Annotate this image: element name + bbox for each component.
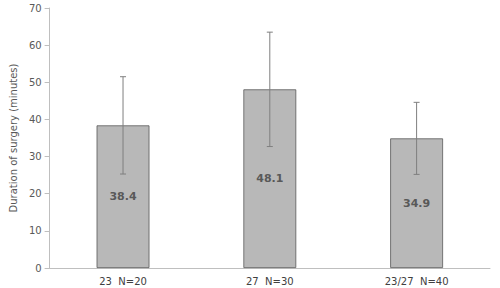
- svg-text:50: 50: [29, 77, 42, 88]
- svg-text:Duration of surgery (minutes): Duration of surgery (minutes): [8, 63, 19, 212]
- svg-text:34.9: 34.9: [403, 197, 430, 210]
- svg-text:20: 20: [29, 188, 42, 199]
- svg-text:0: 0: [35, 263, 41, 274]
- svg-text:60: 60: [29, 40, 42, 51]
- svg-text:40: 40: [29, 114, 42, 125]
- svg-text:48.1: 48.1: [256, 172, 283, 185]
- svg-text:10: 10: [29, 225, 42, 236]
- svg-text:30: 30: [29, 151, 42, 162]
- svg-text:38.4: 38.4: [109, 190, 136, 203]
- svg-text:70: 70: [29, 3, 42, 14]
- svg-text:23/27 N=40: 23/27 N=40: [385, 276, 449, 287]
- svg-text:27 N=30: 27 N=30: [246, 276, 294, 287]
- svg-text:23 N=20: 23 N=20: [99, 276, 147, 287]
